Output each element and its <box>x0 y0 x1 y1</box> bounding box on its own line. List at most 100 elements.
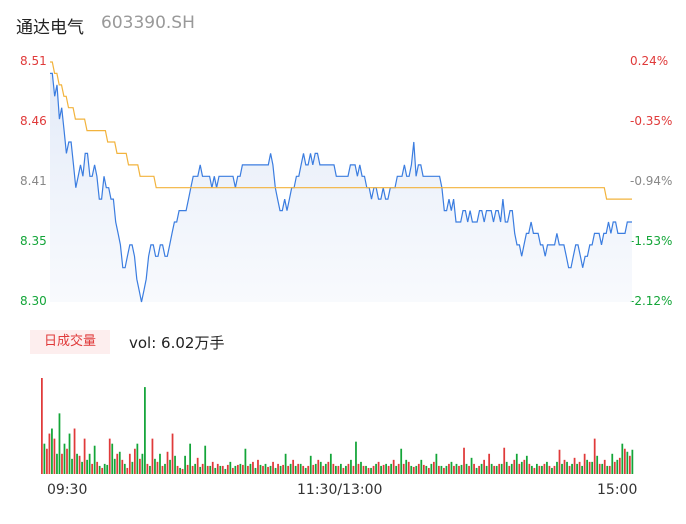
volume-bar <box>510 463 513 474</box>
volume-bar <box>561 463 563 474</box>
volume-bar <box>199 466 202 474</box>
volume-bar <box>490 463 493 474</box>
volume-bar <box>598 463 601 474</box>
volume-bar <box>377 461 380 474</box>
volume-bar <box>239 463 242 474</box>
volume-bar <box>274 467 277 474</box>
volume-bar <box>66 448 68 474</box>
volume-bar <box>611 453 614 474</box>
volume-bar <box>380 465 382 474</box>
volume-bar <box>144 387 146 474</box>
volume-bar <box>606 465 609 474</box>
volume-bar <box>249 463 252 474</box>
volume-bar <box>309 455 312 474</box>
price-tick-label: 8.30 <box>20 294 47 308</box>
volume-bar <box>319 461 322 474</box>
volume-bar <box>465 463 468 474</box>
volume-bar <box>307 465 310 474</box>
volume-bar <box>93 445 96 474</box>
volume-bar <box>106 464 109 474</box>
volume-bar <box>533 467 536 474</box>
volume-bar <box>194 463 197 474</box>
volume-bar <box>257 459 259 474</box>
volume-bar <box>244 448 247 474</box>
volume-bar <box>226 464 229 474</box>
volume-bar <box>43 443 46 474</box>
volume-bar <box>576 463 578 474</box>
volume-bar <box>350 459 352 474</box>
volume-bar <box>91 463 94 474</box>
volume-bar <box>438 465 440 474</box>
volume-bar <box>214 467 217 474</box>
volume-bar <box>68 433 71 474</box>
volume-bar <box>458 465 460 474</box>
volume-bar <box>121 459 124 474</box>
price-tick-label: 8.35 <box>20 234 47 248</box>
volume-bar <box>588 461 591 474</box>
volume-bar <box>282 464 284 474</box>
volume-bar <box>546 461 548 474</box>
pct-tick-label: 0.24% <box>630 54 669 68</box>
volume-bar <box>593 438 596 474</box>
volume-bar <box>186 464 189 474</box>
volume-bar <box>360 461 362 474</box>
volume-bar <box>342 467 345 474</box>
volume-bar <box>488 453 491 474</box>
volume-bar <box>365 465 367 474</box>
volume-bar <box>221 465 224 474</box>
volume-bar <box>586 459 589 474</box>
volume-bar <box>103 463 106 474</box>
volume-bar <box>51 428 53 474</box>
volume-bar <box>317 459 320 474</box>
volume-bar <box>247 465 249 474</box>
volume-bar <box>621 443 624 474</box>
volume-bar <box>375 463 377 474</box>
volume-bar <box>623 448 626 474</box>
volume-bar <box>631 449 634 474</box>
volume-bar <box>520 461 523 474</box>
volume-bar <box>78 455 81 474</box>
volume-bar <box>159 453 161 474</box>
volume-bar <box>302 465 305 474</box>
volume-bar <box>284 453 287 474</box>
pct-tick-label: -1.53% <box>630 234 673 248</box>
volume-bar <box>528 463 531 474</box>
volume-bar <box>176 465 179 474</box>
volume-bar <box>483 459 485 474</box>
volume-bar <box>111 443 114 474</box>
volume-bar <box>352 465 355 474</box>
volume-bar <box>581 465 583 474</box>
volume-bar <box>324 463 327 474</box>
volume-bar <box>453 465 455 474</box>
volume-bar <box>583 453 586 474</box>
volume-bar <box>422 464 425 474</box>
volume-bar <box>538 465 541 474</box>
volume-bar <box>116 453 119 474</box>
volume-bar <box>500 463 503 474</box>
volume-bar <box>126 467 129 474</box>
volume-bar <box>402 463 405 474</box>
volume-bar <box>272 461 274 474</box>
volume-bar <box>480 463 483 474</box>
volume-bar <box>448 463 450 474</box>
volume-bar <box>425 465 428 474</box>
volume-bar <box>108 438 111 474</box>
volume-bar <box>618 457 621 474</box>
volume-bar <box>219 465 222 474</box>
volume-bar <box>473 463 475 474</box>
volume-bar <box>211 461 214 474</box>
volume-bar <box>430 463 433 474</box>
volume-bar <box>128 453 131 474</box>
volume-bar <box>262 465 264 474</box>
volume-bar <box>410 465 413 474</box>
volume-bar <box>345 465 347 474</box>
volume-bar <box>53 438 56 474</box>
volume-bar <box>628 455 631 474</box>
volume-bar <box>133 448 136 474</box>
volume-bar <box>571 463 573 474</box>
volume-bar <box>131 461 134 474</box>
volume-bar <box>252 461 254 474</box>
volume-bar <box>196 457 199 474</box>
volume-bar <box>289 463 292 474</box>
